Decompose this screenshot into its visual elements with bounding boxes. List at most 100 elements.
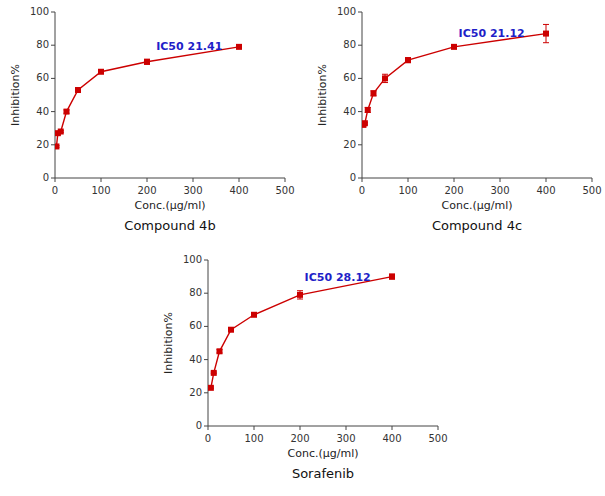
data-point	[251, 312, 257, 318]
y-tick-label: 0	[43, 172, 49, 183]
y-tick-label: 60	[343, 72, 356, 83]
x-tick-label: 0	[205, 433, 211, 444]
y-tick	[51, 45, 55, 46]
x-tick-label: 200	[290, 433, 309, 444]
data-point	[64, 109, 70, 115]
x-tick-label: 400	[229, 185, 248, 196]
annotation: IC50 21.12	[459, 27, 525, 40]
y-tick-label: 100	[30, 6, 49, 17]
y-tick-label: 0	[196, 420, 202, 431]
data-point	[228, 327, 234, 333]
y-tick	[358, 111, 362, 112]
y-tick	[51, 111, 55, 112]
plot-area	[208, 274, 395, 391]
x-tick	[346, 426, 347, 430]
y-tick	[358, 12, 362, 13]
data-point	[236, 44, 242, 50]
y-tick	[204, 359, 208, 360]
error-bar	[365, 107, 371, 112]
x-tick	[285, 178, 286, 182]
data-point	[75, 87, 81, 93]
error-bar-cap	[543, 42, 549, 43]
annotation: IC50 28.12	[305, 271, 371, 284]
x-tick	[392, 426, 393, 430]
error-bar-cap	[382, 74, 388, 75]
y-tick-label: 40	[36, 106, 49, 117]
y-tick-label: 20	[36, 139, 49, 150]
x-tick-label: 300	[490, 185, 509, 196]
x-tick-label: 400	[382, 433, 401, 444]
data-point	[405, 57, 411, 63]
y-tick-label: 40	[343, 106, 356, 117]
x-tick-label: 500	[582, 185, 601, 196]
y-tick	[51, 144, 55, 145]
data-point	[543, 31, 549, 37]
x-tick-label: 100	[398, 185, 417, 196]
data-point	[389, 274, 395, 280]
y-tick-label: 20	[189, 387, 202, 398]
x-tick-label: 500	[428, 433, 447, 444]
y-tick-label: 100	[337, 6, 356, 17]
chart-title: Compound 4b	[124, 218, 215, 233]
x-tick	[254, 426, 255, 430]
x-tick-label: 200	[137, 185, 156, 196]
x-tick	[147, 178, 148, 182]
x-tick	[546, 178, 547, 182]
x-tick	[193, 178, 194, 182]
x-axis-label: Conc.(μg/ml)	[442, 199, 513, 212]
annotation: IC50 21.41	[156, 40, 222, 53]
series-line	[211, 277, 392, 388]
x-tick	[55, 178, 56, 182]
x-tick-label: 400	[536, 185, 555, 196]
y-tick-label: 80	[189, 287, 202, 298]
x-axis	[55, 178, 285, 179]
x-tick	[408, 178, 409, 182]
data-point	[365, 107, 371, 113]
data-point	[58, 129, 64, 135]
y-tick	[358, 144, 362, 145]
y-axis	[362, 12, 363, 178]
x-tick	[500, 178, 501, 182]
error-bar-cap	[382, 82, 388, 83]
error-bar	[144, 59, 150, 64]
y-tick	[51, 12, 55, 13]
error-bar-cap	[297, 299, 303, 300]
data-point	[297, 292, 303, 298]
panel: 0100200300400500020406080100Conc.(μg/ml)…	[9, 6, 295, 233]
series-line	[363, 34, 546, 125]
y-tick	[358, 78, 362, 79]
y-tick-label: 60	[189, 320, 202, 331]
y-tick	[204, 426, 208, 427]
y-tick-label: 40	[189, 354, 202, 365]
x-tick-label: 100	[91, 185, 110, 196]
x-tick	[300, 426, 301, 430]
data-point	[211, 370, 217, 376]
y-tick	[204, 293, 208, 294]
panel: 0100200300400500020406080100Conc.(μg/ml)…	[162, 254, 448, 481]
x-tick-label: 0	[359, 185, 365, 196]
y-axis-label: Inhibition%	[9, 64, 22, 126]
x-axis-label: Conc.(μg/ml)	[135, 199, 206, 212]
y-tick-label: 60	[36, 72, 49, 83]
plot-area	[55, 44, 242, 150]
x-tick	[362, 178, 363, 182]
x-tick-label: 200	[444, 185, 463, 196]
x-tick-label: 100	[244, 433, 263, 444]
x-tick	[454, 178, 455, 182]
x-axis-label: Conc.(μg/ml)	[288, 447, 359, 460]
x-axis	[208, 426, 438, 427]
x-tick-label: 300	[183, 185, 202, 196]
x-tick	[438, 426, 439, 430]
y-axis-label: Inhibition%	[316, 64, 329, 126]
error-bar	[382, 74, 388, 82]
y-axis	[208, 260, 209, 426]
data-point	[208, 385, 214, 391]
error-bar	[389, 274, 395, 279]
y-tick-label: 20	[343, 139, 356, 150]
x-tick-label: 0	[52, 185, 58, 196]
data-point	[217, 348, 223, 354]
y-tick	[358, 178, 362, 179]
data-point	[382, 75, 388, 81]
y-tick	[204, 392, 208, 393]
y-axis-label: Inhibition%	[162, 312, 175, 374]
